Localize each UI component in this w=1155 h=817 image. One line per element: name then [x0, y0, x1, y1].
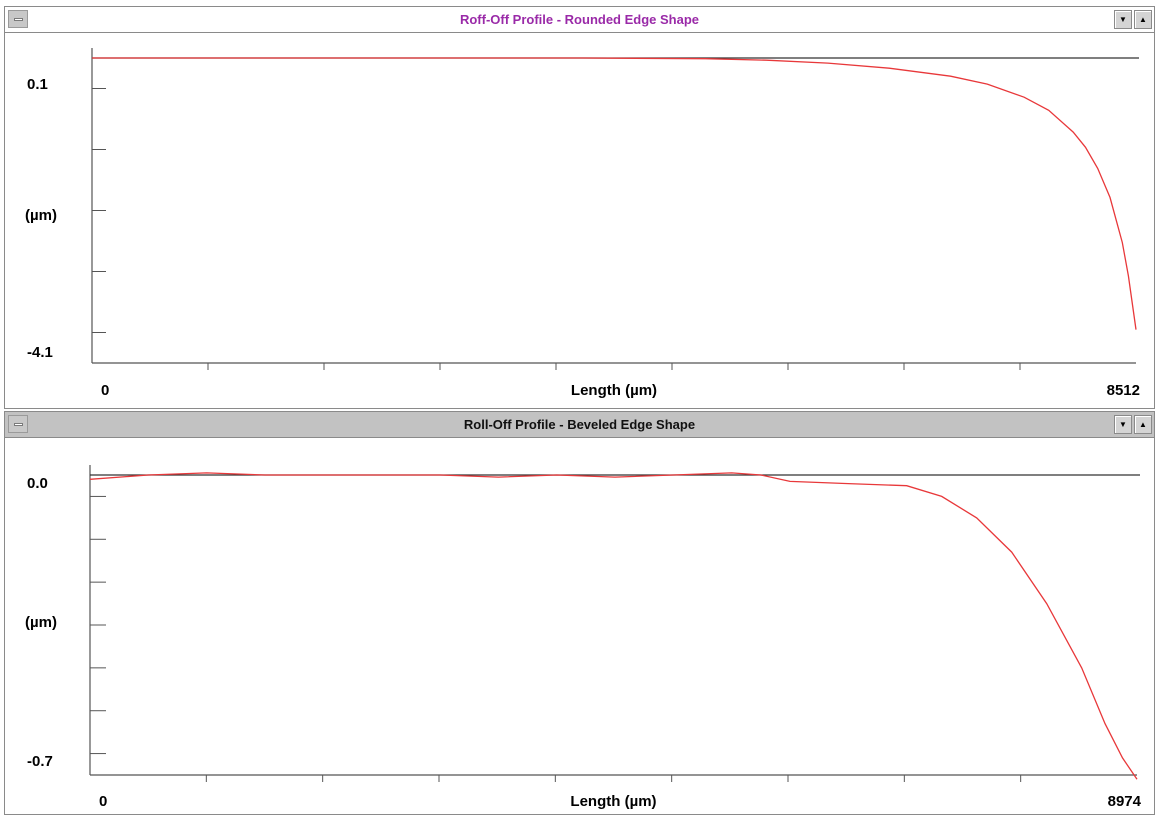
rounded-edge-titlebar[interactable]: Roff-Off Profile - Rounded Edge Shape ▼ … [5, 7, 1154, 33]
profile-series-line [92, 57, 1137, 330]
maximize-arrow-icon[interactable]: ▲ [1134, 10, 1152, 29]
x-axis-label: Length (µm) [570, 793, 656, 810]
maximize-arrow-icon[interactable]: ▲ [1134, 415, 1152, 434]
x-tick-label-end: 8512 [1107, 382, 1140, 399]
x-tick-label-end: 8974 [1108, 793, 1142, 810]
y-tick-label-top: 0.0 [27, 475, 48, 492]
profile-series-line [89, 472, 1138, 780]
x-axis-label: Length (µm) [571, 382, 657, 399]
beveled-edge-plot: 0.0 -0.7 (µm) 0 8974 Length (µm) [5, 439, 1154, 814]
beveled-edge-titlebar[interactable]: Roll-Off Profile - Beveled Edge Shape ▼ … [5, 412, 1154, 438]
y-axis-label: (µm) [25, 207, 57, 224]
window-title: Roff-Off Profile - Rounded Edge Shape [459, 12, 700, 27]
y-tick-label-bottom: -0.7 [27, 753, 53, 770]
system-menu-icon[interactable] [8, 10, 28, 28]
minimize-arrow-icon[interactable]: ▼ [1114, 415, 1132, 434]
system-menu-icon[interactable] [8, 415, 28, 433]
y-axis-label: (µm) [25, 614, 57, 631]
x-tick-label-start: 0 [99, 793, 107, 810]
y-tick-label-top: 0.1 [27, 76, 48, 93]
rounded-edge-chart: 0.1 -4.1 (µm) 0 8512 Length (µm) [25, 48, 1140, 399]
beveled-edge-chart: 0.0 -0.7 (µm) 0 8974 Length (µm) [25, 465, 1142, 810]
rounded-edge-window: Roff-Off Profile - Rounded Edge Shape ▼ … [4, 6, 1155, 409]
rounded-edge-plot: 0.1 -4.1 (µm) 0 8512 Length (µm) [5, 34, 1154, 408]
minimize-arrow-icon[interactable]: ▼ [1114, 10, 1132, 29]
window-title: Roll-Off Profile - Beveled Edge Shape [463, 417, 696, 432]
beveled-edge-window: Roll-Off Profile - Beveled Edge Shape ▼ … [4, 411, 1155, 815]
y-tick-label-bottom: -4.1 [27, 344, 53, 361]
x-tick-label-start: 0 [101, 382, 109, 399]
